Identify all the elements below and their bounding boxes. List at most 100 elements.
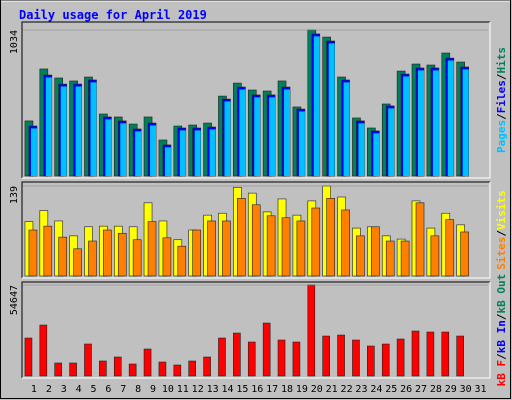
bar	[99, 360, 107, 377]
bar	[277, 339, 286, 377]
bar	[460, 231, 469, 277]
bar	[222, 220, 231, 277]
bar	[447, 60, 454, 177]
bar	[254, 97, 261, 176]
bar	[281, 217, 291, 277]
bar	[132, 239, 142, 277]
bar	[162, 237, 172, 277]
bar	[400, 240, 410, 277]
chart-title: Daily usage for April 2019	[19, 8, 207, 22]
legend-separator: /	[495, 113, 508, 120]
bar	[192, 229, 202, 277]
bar	[218, 337, 226, 377]
x-tick-label: 11	[177, 384, 189, 395]
legend-entry: Hits	[495, 47, 508, 74]
bar	[358, 123, 365, 176]
bar	[381, 343, 390, 377]
bar	[337, 334, 345, 377]
legend: Sites/Visits	[495, 190, 508, 270]
bar	[418, 70, 425, 176]
bar	[135, 131, 142, 176]
bar	[120, 123, 127, 176]
x-tick-label: 3	[61, 384, 67, 395]
legend-separator: /	[495, 73, 508, 80]
bar	[415, 202, 425, 277]
bar	[388, 108, 395, 176]
bar	[262, 322, 271, 377]
x-tick-label: 18	[281, 384, 293, 395]
bar	[322, 335, 330, 377]
bar	[113, 356, 122, 377]
bar	[296, 220, 306, 277]
bar	[179, 130, 186, 176]
x-tick-label: 17	[266, 384, 278, 395]
bar	[247, 341, 256, 377]
bar	[207, 220, 216, 277]
bar	[194, 130, 201, 176]
x-tick-label: 28	[430, 384, 442, 395]
bar	[462, 69, 469, 176]
legend-separator: /	[495, 353, 508, 360]
bar	[45, 77, 52, 176]
bar	[307, 284, 316, 377]
x-tick-label: 5	[90, 384, 96, 395]
x-tick-label: 29	[445, 384, 457, 395]
bar	[60, 86, 67, 176]
bar	[143, 348, 152, 377]
bar	[251, 204, 261, 277]
y-tick-label: 139	[9, 186, 20, 204]
bar	[266, 215, 276, 277]
x-tick-label: 6	[105, 384, 111, 395]
bar	[75, 86, 82, 176]
legend-entry: Pages	[495, 120, 508, 153]
x-tick-label: 2	[46, 384, 52, 395]
bar	[43, 225, 53, 277]
bar	[411, 330, 420, 377]
bar	[426, 331, 435, 377]
bar	[396, 338, 405, 377]
bar	[284, 89, 291, 176]
bar	[164, 147, 171, 176]
bar	[445, 219, 455, 277]
bar	[158, 361, 167, 377]
x-tick-label: 23	[355, 384, 367, 395]
bar	[58, 236, 68, 277]
bar	[328, 43, 335, 176]
bar	[311, 207, 321, 277]
bar	[224, 101, 231, 176]
x-tick-label: 8	[135, 384, 141, 395]
bar	[367, 345, 375, 377]
x-tick-label: 27	[415, 384, 427, 395]
legend-entry: kB F	[495, 360, 508, 387]
x-tick-label: 14	[221, 384, 233, 395]
bar	[117, 232, 127, 277]
x-tick-label: 10	[162, 384, 174, 395]
x-tick-label: 25	[385, 384, 397, 395]
bar	[326, 198, 335, 277]
bar	[441, 331, 450, 377]
bar	[54, 362, 63, 377]
x-tick-label: 22	[341, 384, 353, 395]
legend-entry: Files	[495, 80, 508, 113]
bar	[298, 111, 305, 176]
panel-border-light	[22, 282, 491, 379]
x-tick-label: 31	[475, 384, 487, 395]
panel-border-dark	[21, 21, 490, 178]
bar	[432, 70, 439, 176]
bar	[356, 235, 365, 277]
x-tick-label: 15	[236, 384, 248, 395]
bar	[456, 335, 464, 377]
panel-border-light	[22, 22, 491, 179]
x-tick-label: 12	[192, 384, 204, 395]
legend-entry: Visits	[495, 190, 508, 230]
bar	[173, 364, 182, 377]
x-tick-label: 13	[207, 384, 219, 395]
bar	[373, 133, 380, 176]
legend-entry: kB Out	[495, 274, 508, 314]
bar	[188, 360, 197, 377]
bar	[105, 119, 112, 176]
legend: kB F/kB In/kB Out	[495, 274, 508, 387]
bar	[237, 198, 246, 277]
bar	[385, 240, 395, 277]
